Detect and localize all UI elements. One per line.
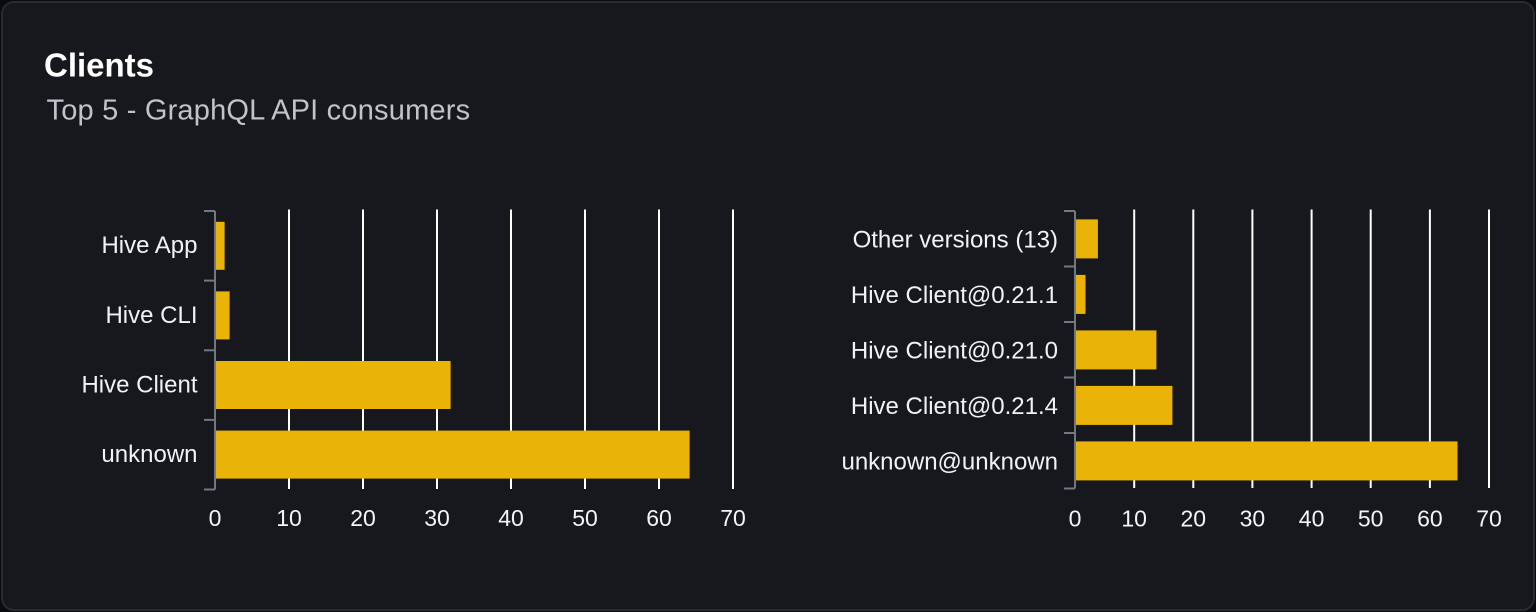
svg-text:40: 40 bbox=[498, 505, 524, 531]
svg-text:50: 50 bbox=[1358, 506, 1384, 532]
svg-text:30: 30 bbox=[424, 505, 450, 531]
svg-text:20: 20 bbox=[1181, 506, 1207, 532]
svg-text:Hive Client: Hive Client bbox=[81, 372, 197, 399]
svg-text:0: 0 bbox=[209, 505, 222, 531]
svg-text:70: 70 bbox=[1476, 506, 1502, 532]
svg-text:Hive CLI: Hive CLI bbox=[105, 302, 197, 329]
svg-text:10: 10 bbox=[276, 505, 302, 531]
svg-text:10: 10 bbox=[1121, 506, 1147, 532]
svg-text:20: 20 bbox=[350, 505, 376, 531]
svg-text:Hive Client@0.21.1: Hive Client@0.21.1 bbox=[851, 282, 1058, 309]
svg-text:Clients: Clients bbox=[44, 47, 154, 84]
svg-text:Top 5 - GraphQL API consumers: Top 5 - GraphQL API consumers bbox=[47, 95, 471, 127]
svg-text:30: 30 bbox=[1240, 506, 1266, 532]
svg-text:0: 0 bbox=[1069, 506, 1082, 532]
svg-text:60: 60 bbox=[646, 505, 672, 531]
svg-text:40: 40 bbox=[1299, 506, 1325, 532]
svg-text:Other versions (13): Other versions (13) bbox=[853, 227, 1058, 254]
svg-text:Hive Client@0.21.4: Hive Client@0.21.4 bbox=[851, 393, 1058, 420]
svg-text:Hive Client@0.21.0: Hive Client@0.21.0 bbox=[851, 338, 1058, 365]
svg-text:70: 70 bbox=[720, 505, 746, 531]
svg-text:Hive App: Hive App bbox=[101, 232, 197, 259]
svg-text:unknown: unknown bbox=[101, 441, 197, 468]
svg-text:50: 50 bbox=[572, 505, 598, 531]
svg-text:60: 60 bbox=[1417, 506, 1443, 532]
svg-text:unknown@unknown: unknown@unknown bbox=[841, 449, 1058, 476]
